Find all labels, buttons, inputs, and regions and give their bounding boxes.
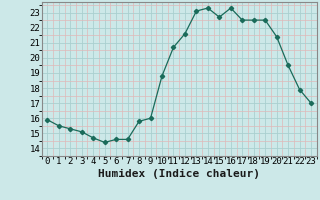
- X-axis label: Humidex (Indice chaleur): Humidex (Indice chaleur): [98, 169, 260, 179]
